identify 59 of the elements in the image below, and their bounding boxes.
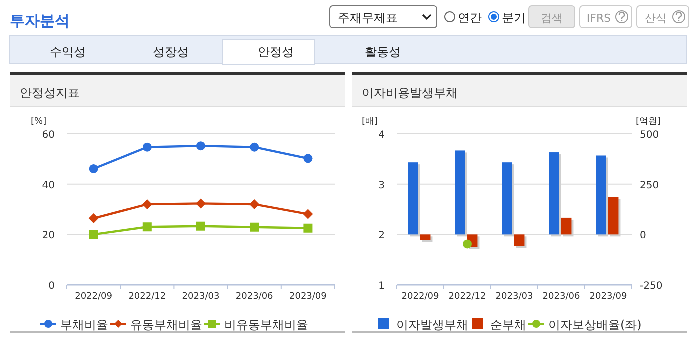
point xyxy=(196,198,206,209)
text: 성장성 xyxy=(153,45,189,59)
legend-label: 부채비율 xyxy=(60,318,108,332)
y-tick-label: 20 xyxy=(42,230,55,242)
text: IFRS xyxy=(586,12,612,25)
point xyxy=(250,199,260,210)
legend-label: 이자보상배율(좌) xyxy=(548,318,642,332)
y2-tick-label: -250 xyxy=(640,281,663,292)
legend-label: 순부채 xyxy=(490,318,526,332)
x-tick-label: 2023/06 xyxy=(236,292,274,302)
x-tick-label: 2022/12 xyxy=(128,292,166,302)
text: 분기 xyxy=(502,11,526,25)
legend-label: 비유동부채비율 xyxy=(224,318,308,332)
y-axis-title: [%] xyxy=(31,117,47,127)
y-tick-label: 60 xyxy=(42,130,55,141)
x-tick-label: 2022/12 xyxy=(448,292,486,302)
point xyxy=(142,222,152,232)
y2-tick-label: 0 xyxy=(640,230,646,242)
point xyxy=(196,142,206,151)
point xyxy=(304,224,313,233)
y-tick-label: 0 xyxy=(48,281,55,292)
point xyxy=(304,154,313,164)
y2-axis-title: [억원] xyxy=(636,117,662,127)
point xyxy=(142,199,152,210)
text: 산식 xyxy=(645,12,667,25)
text: 검색 xyxy=(541,12,563,25)
x-tick-label: 2022/09 xyxy=(75,292,113,302)
y-axis-title: [배] xyxy=(362,117,378,127)
y2-tick-label: 500 xyxy=(640,130,660,141)
y-tick-label: 4 xyxy=(378,130,385,141)
text: 수익성 xyxy=(50,45,86,59)
y2-tick-label: 250 xyxy=(640,180,660,192)
chart-title: 안정성지표 xyxy=(20,86,80,100)
y-tick-label: 40 xyxy=(42,180,55,192)
text: 활동성 xyxy=(365,45,401,59)
x-tick-label: 2023/06 xyxy=(542,292,580,302)
x-tick-label: 2023/03 xyxy=(496,292,534,302)
legend-label: 이자발생부채 xyxy=(396,318,468,332)
x-tick-label: 2023/03 xyxy=(182,292,220,302)
text: 투자분석 xyxy=(10,12,70,30)
point xyxy=(89,164,98,174)
chart-title: 이자비용발생부채 xyxy=(362,86,458,100)
text: 연간 xyxy=(458,11,482,25)
point xyxy=(303,209,314,220)
point xyxy=(196,222,206,231)
point xyxy=(88,214,99,224)
y-tick-label: 1 xyxy=(378,281,385,292)
y-tick-label: 2 xyxy=(378,230,385,242)
legend-label: 유동부채비율 xyxy=(130,318,202,332)
x-tick-label: 2022/09 xyxy=(402,292,440,302)
point xyxy=(250,142,260,152)
point xyxy=(89,230,98,240)
x-tick-label: 2023/09 xyxy=(290,292,328,302)
y-tick-label: 3 xyxy=(378,180,385,192)
text: 주재무제표 xyxy=(338,11,398,25)
point xyxy=(250,222,260,232)
text: 안정성 xyxy=(258,45,294,59)
x-tick-label: 2023/09 xyxy=(590,292,628,302)
point xyxy=(142,142,152,152)
